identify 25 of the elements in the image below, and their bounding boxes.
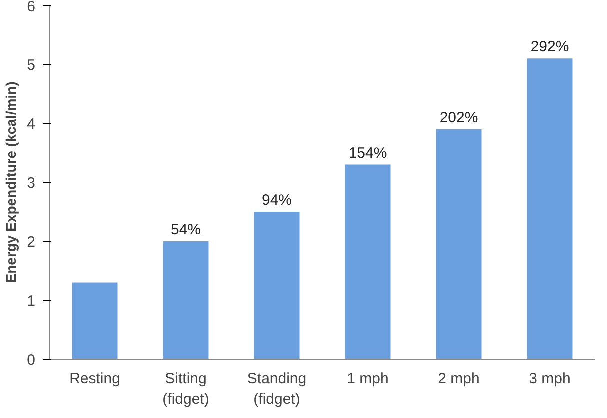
y-tick-label: 1 — [27, 293, 36, 310]
bar — [72, 282, 118, 360]
y-tick-label: 3 — [27, 175, 36, 192]
y-tick-label: 5 — [27, 57, 36, 74]
y-tick-label: 2 — [27, 234, 36, 251]
x-tick-label: 2 mph — [438, 370, 480, 388]
y-tick-label: 6 — [27, 0, 36, 16]
bar — [254, 212, 300, 360]
bar — [436, 129, 482, 360]
x-tick-label: 1 mph — [347, 370, 389, 388]
y-axis-title: Energy Expenditure (kcal/min) — [3, 82, 20, 284]
annotation: 292% — [530, 38, 570, 56]
x-tick-label: Sitting (fidget) — [162, 370, 210, 408]
x-tick-label: Resting — [70, 370, 120, 388]
annotation: 94% — [262, 192, 292, 209]
bar — [163, 242, 209, 360]
y-tick-label: 4 — [27, 116, 36, 133]
annotation: 154% — [348, 144, 388, 162]
y-tick-label: 0 — [27, 352, 36, 369]
bar — [345, 164, 391, 360]
x-tick-label: 3 mph — [529, 370, 571, 388]
annotation: 54% — [170, 222, 202, 238]
annotation: 202% — [440, 109, 478, 126]
bar — [527, 58, 573, 360]
x-tick-label: Standing (fidget) — [247, 370, 307, 408]
